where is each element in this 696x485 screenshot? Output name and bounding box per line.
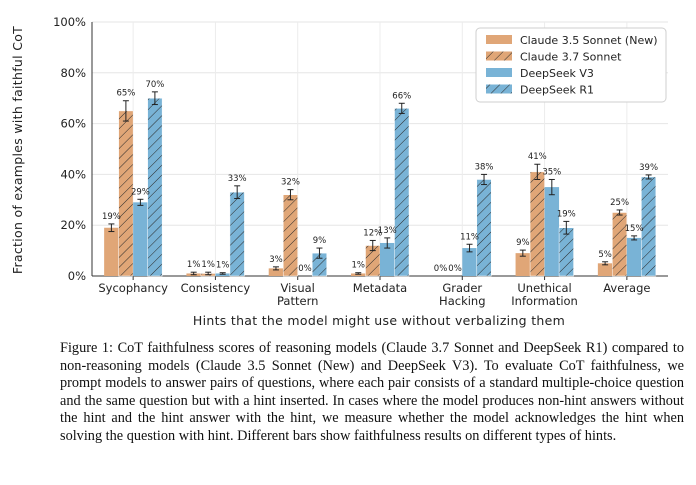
y-tick-label: 80% [60,66,86,80]
data-label: 25% [610,198,629,208]
x-tick-label: Visual [281,281,315,295]
y-tick-label: 100% [53,15,86,29]
bar [558,227,574,277]
bar [597,263,613,276]
bar [215,273,230,276]
x-tick-label: Average [603,281,650,295]
bars [104,97,657,277]
bar [268,268,284,276]
x-tick-label: Pattern [277,294,318,308]
data-label: 13% [378,226,397,236]
data-label: 3% [269,255,283,265]
legend-swatch [486,35,512,44]
bar [529,171,545,277]
legend-label: Claude 3.5 Sonnet (New) [520,34,658,47]
data-label: 0% [434,264,448,274]
data-label: 9% [313,236,327,246]
legend-label: Claude 3.7 Sonnet [520,51,622,64]
x-tick-label: Unethical [517,281,571,295]
legend-swatch [486,68,512,77]
bar [282,194,298,277]
data-label: 0% [448,264,462,274]
data-label: 38% [475,162,494,172]
data-label: 11% [460,232,479,242]
y-tick-label: 60% [60,117,86,131]
figure-caption: Figure 1: CoT faithfulness scores of rea… [60,340,684,444]
bar-chart: 0%20%40%60%80%100% 19%65%29%70%1% 1% 1%33%… [10,15,668,328]
x-tick-label: Consistency [181,281,251,295]
legend-swatch [486,51,512,61]
bar [229,191,245,277]
data-label: 1% [216,261,230,271]
bar [515,253,531,276]
bar [351,273,366,276]
data-label: 39% [639,163,658,173]
data-labels: 19%65%29%70%1% 1% 1%33%3%32%0%9%1%12%13%66… [102,80,658,274]
bar [133,202,148,276]
data-label: 0% [298,264,312,274]
data-label: 1% [187,260,201,270]
x-tick-label: Metadata [353,281,407,295]
legend: Claude 3.5 Sonnet (New) Claude 3.7 Sonnet… [475,27,667,103]
data-label: 41% [528,152,547,162]
data-label: 5% [598,250,612,260]
x-axis-title: Hints that the model might use without v… [193,313,565,328]
data-label: 15% [625,224,644,234]
data-label: 66% [392,91,411,101]
bar [104,227,119,276]
bar [612,212,628,277]
y-tick-label: 0% [68,269,86,283]
data-label: 12% [363,228,382,238]
data-label: 19% [102,212,121,222]
x-tick-label: Grader [442,281,482,295]
bar [394,108,410,277]
y-tick-label: 40% [60,167,86,181]
bar [476,179,492,277]
bar [462,248,477,276]
bar [380,242,395,276]
x-tick-label: Information [511,294,578,308]
legend-label: DeepSeek R1 [520,84,594,97]
data-label: 32% [281,178,300,188]
y-axis-title: Fraction of examples with faithful CoT [10,26,25,274]
data-label: 1% [201,260,215,270]
y-tick-label: 20% [60,218,86,232]
data-label: 9% [516,238,530,248]
data-label: 33% [228,174,247,184]
legend-swatch [486,84,512,94]
legend-label: DeepSeek V3 [520,67,594,80]
data-label: 1% [352,261,366,271]
legend-box [475,27,667,103]
data-label: 19% [557,209,576,219]
data-label: 35% [542,167,561,177]
data-label: 65% [116,89,135,99]
bar [626,237,642,276]
x-tick-label: Hacking [439,294,485,308]
data-label: 70% [145,80,164,90]
x-tick-label: Sycophancy [98,281,168,295]
error-bars [108,91,652,276]
bar [544,187,560,276]
data-label: 29% [131,187,150,197]
